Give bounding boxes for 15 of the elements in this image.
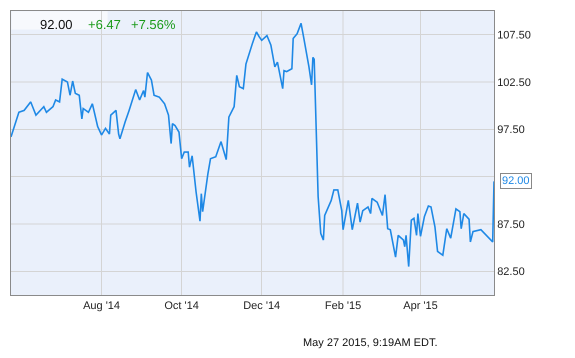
annotation: +6.47	[88, 17, 121, 32]
y-tick-label: 87.50	[497, 218, 525, 231]
x-tick-label: Apr '15	[403, 300, 438, 312]
y-tick-label: 107.50	[497, 30, 531, 42]
x-tick-label: Aug '14	[83, 300, 120, 312]
annotation: 92.00	[502, 175, 530, 187]
x-tick-label: Dec '14	[243, 300, 280, 312]
y-tick-label: 97.50	[497, 124, 525, 136]
y-tick-label: 82.50	[497, 266, 525, 278]
annotation: +7.56%	[131, 17, 176, 32]
text: 92.00	[40, 17, 73, 32]
x-tick-label: Feb '15	[324, 300, 362, 312]
y-tick-label: 102.50	[497, 76, 531, 89]
text: May 27 2015, 9:19AM EDT.	[303, 337, 438, 349]
x-tick-label: Oct '14	[164, 300, 199, 312]
